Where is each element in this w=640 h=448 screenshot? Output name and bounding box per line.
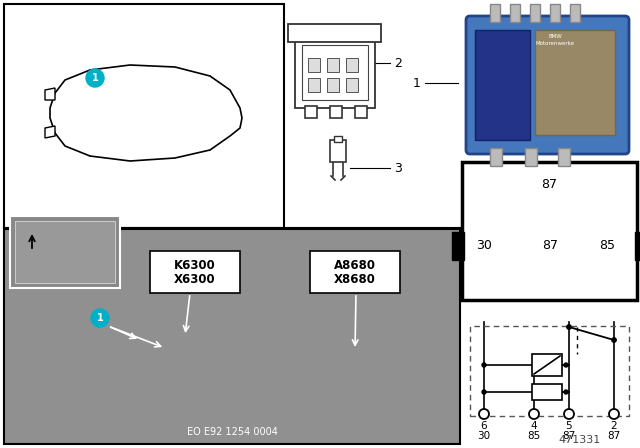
Circle shape	[482, 390, 486, 394]
Text: A8680: A8680	[334, 258, 376, 271]
Bar	[150, 251, 240, 293]
Text: 5: 5	[566, 421, 572, 431]
Text: 1: 1	[97, 313, 104, 323]
Text: 85: 85	[527, 431, 541, 441]
Bar	[10, 216, 120, 288]
Bar	[558, 148, 570, 166]
Text: 1: 1	[413, 77, 421, 90]
Bar	[462, 162, 637, 300]
Text: 85: 85	[599, 238, 615, 251]
Polygon shape	[45, 88, 55, 100]
Bar	[570, 4, 580, 22]
Polygon shape	[50, 65, 242, 161]
FancyBboxPatch shape	[466, 16, 629, 154]
Bar	[525, 148, 537, 166]
Bar	[308, 58, 320, 72]
Bar	[295, 38, 375, 108]
Text: 3: 3	[394, 161, 402, 175]
Circle shape	[91, 309, 109, 327]
Text: 6: 6	[481, 421, 487, 431]
Circle shape	[482, 363, 486, 367]
Bar	[327, 78, 339, 92]
Bar	[302, 45, 368, 100]
Bar	[452, 232, 464, 260]
Text: EO E92 1254 0004: EO E92 1254 0004	[187, 427, 277, 437]
Bar	[535, 30, 615, 135]
Text: 87: 87	[541, 177, 557, 190]
Text: 87: 87	[607, 431, 621, 441]
Bar	[346, 58, 358, 72]
Text: 87: 87	[542, 238, 558, 251]
Text: 471331: 471331	[559, 435, 601, 445]
Bar	[475, 30, 530, 140]
Circle shape	[609, 409, 619, 419]
Circle shape	[612, 338, 616, 342]
Circle shape	[567, 325, 572, 329]
Text: 4: 4	[531, 421, 538, 431]
Circle shape	[479, 409, 489, 419]
Circle shape	[529, 409, 539, 419]
Bar	[4, 229, 460, 444]
Bar	[532, 384, 562, 400]
Text: 2: 2	[611, 421, 618, 431]
Bar	[490, 4, 500, 22]
Bar	[510, 4, 520, 22]
Circle shape	[86, 69, 104, 87]
Bar	[308, 78, 320, 92]
Bar	[532, 354, 562, 376]
Bar	[530, 4, 540, 22]
Bar	[334, 136, 342, 142]
Text: 30: 30	[476, 238, 492, 251]
Bar	[346, 78, 358, 92]
Bar	[355, 106, 367, 118]
Bar	[635, 232, 640, 260]
Bar	[330, 106, 342, 118]
Bar	[462, 304, 637, 444]
Text: 2: 2	[394, 56, 402, 69]
Bar	[305, 106, 317, 118]
Bar	[4, 4, 284, 228]
Bar	[310, 251, 400, 293]
Text: K6300: K6300	[174, 258, 216, 271]
Bar	[550, 4, 560, 22]
Polygon shape	[45, 126, 55, 138]
Bar	[288, 24, 381, 42]
Bar	[330, 140, 346, 162]
Text: 87: 87	[563, 431, 575, 441]
Circle shape	[564, 409, 574, 419]
Bar	[470, 326, 629, 416]
Bar	[15, 221, 115, 283]
Bar	[490, 148, 502, 166]
Text: X8680: X8680	[334, 272, 376, 285]
Bar	[327, 58, 339, 72]
Text: 30: 30	[477, 431, 491, 441]
Circle shape	[564, 363, 568, 367]
Text: 1: 1	[92, 73, 99, 83]
Text: BMW
Motorenwerke: BMW Motorenwerke	[536, 34, 575, 46]
Circle shape	[564, 390, 568, 394]
Text: X6300: X6300	[174, 272, 216, 285]
